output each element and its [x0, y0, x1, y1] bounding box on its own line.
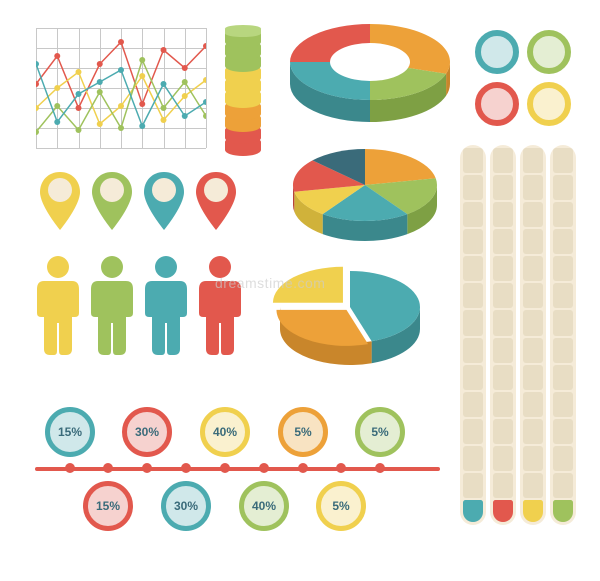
map-pin-icon	[142, 170, 186, 232]
map-pin-icon	[90, 170, 134, 232]
progress-bar	[550, 145, 576, 525]
progress-bar	[460, 145, 486, 525]
color-circle	[527, 30, 571, 74]
timeline-node: 5%	[316, 481, 366, 531]
timeline-node: 15%	[83, 481, 133, 531]
person-icon	[197, 255, 243, 355]
timeline-node: 5%	[278, 407, 328, 457]
color-circle	[475, 82, 519, 126]
people-icons	[35, 255, 243, 355]
map-pin-icon	[194, 170, 238, 232]
color-circle	[475, 30, 519, 74]
map-pin-icon	[38, 170, 82, 232]
color-circles	[475, 30, 571, 126]
pie-chart-3d	[285, 145, 445, 250]
percentage-timeline: 15% 30% 40% 5% 5% 15% 30% 40% 5%	[35, 395, 440, 545]
timeline-node: 40%	[200, 407, 250, 457]
stacked-cylinder	[225, 28, 261, 158]
timeline-node: 5%	[355, 407, 405, 457]
line-chart	[36, 28, 206, 148]
color-circle	[527, 82, 571, 126]
timeline-node: 40%	[239, 481, 289, 531]
timeline-node: 15%	[45, 407, 95, 457]
person-icon	[89, 255, 135, 355]
map-pins	[38, 170, 238, 232]
person-icon	[143, 255, 189, 355]
infographic-set: 15%30%40%5%5%15%30%40%5% dreamstime.com	[0, 0, 600, 581]
pie-chart-exploded	[270, 265, 435, 375]
vertical-progress-bars	[460, 145, 576, 525]
progress-bar	[520, 145, 546, 525]
timeline-node: 30%	[122, 407, 172, 457]
progress-bar	[490, 145, 516, 525]
person-icon	[35, 255, 81, 355]
timeline-node: 30%	[161, 481, 211, 531]
donut-chart-3d	[280, 20, 460, 130]
line-chart-svg	[36, 28, 206, 148]
